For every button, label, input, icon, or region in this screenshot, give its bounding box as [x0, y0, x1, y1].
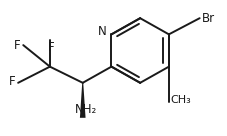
Polygon shape	[80, 83, 86, 118]
Text: F: F	[9, 75, 16, 88]
Text: N: N	[98, 25, 106, 38]
Text: CH₃: CH₃	[170, 95, 191, 105]
Text: F: F	[48, 41, 54, 54]
Text: F: F	[14, 39, 21, 52]
Text: NH₂: NH₂	[75, 103, 97, 116]
Text: Br: Br	[202, 12, 215, 25]
